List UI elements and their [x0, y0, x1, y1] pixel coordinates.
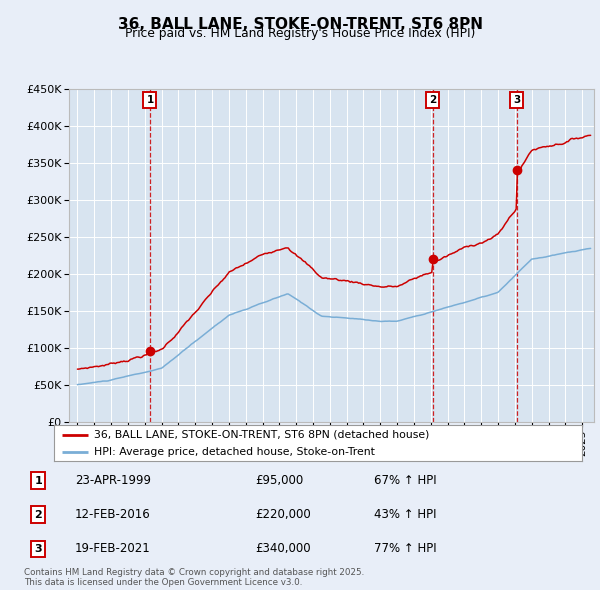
Text: 77% ↑ HPI: 77% ↑ HPI [374, 542, 436, 555]
Text: £340,000: £340,000 [255, 542, 311, 555]
Text: 2: 2 [34, 510, 42, 520]
Text: HPI: Average price, detached house, Stoke-on-Trent: HPI: Average price, detached house, Stok… [94, 447, 374, 457]
Text: Price paid vs. HM Land Registry's House Price Index (HPI): Price paid vs. HM Land Registry's House … [125, 27, 475, 40]
Text: 2: 2 [429, 94, 436, 104]
Text: 36, BALL LANE, STOKE-ON-TRENT, ST6 8PN: 36, BALL LANE, STOKE-ON-TRENT, ST6 8PN [118, 17, 482, 31]
Text: 12-FEB-2016: 12-FEB-2016 [75, 508, 151, 522]
Text: 19-FEB-2021: 19-FEB-2021 [75, 542, 151, 555]
Text: 23-APR-1999: 23-APR-1999 [75, 474, 151, 487]
Text: 67% ↑ HPI: 67% ↑ HPI [374, 474, 436, 487]
Text: £220,000: £220,000 [255, 508, 311, 522]
Text: Contains HM Land Registry data © Crown copyright and database right 2025.
This d: Contains HM Land Registry data © Crown c… [24, 568, 364, 587]
Text: 1: 1 [146, 94, 154, 104]
Text: 43% ↑ HPI: 43% ↑ HPI [374, 508, 436, 522]
Text: 36, BALL LANE, STOKE-ON-TRENT, ST6 8PN (detached house): 36, BALL LANE, STOKE-ON-TRENT, ST6 8PN (… [94, 430, 429, 440]
Text: £95,000: £95,000 [255, 474, 304, 487]
Text: 3: 3 [34, 544, 42, 554]
Text: 1: 1 [34, 476, 42, 486]
Text: 3: 3 [514, 94, 521, 104]
